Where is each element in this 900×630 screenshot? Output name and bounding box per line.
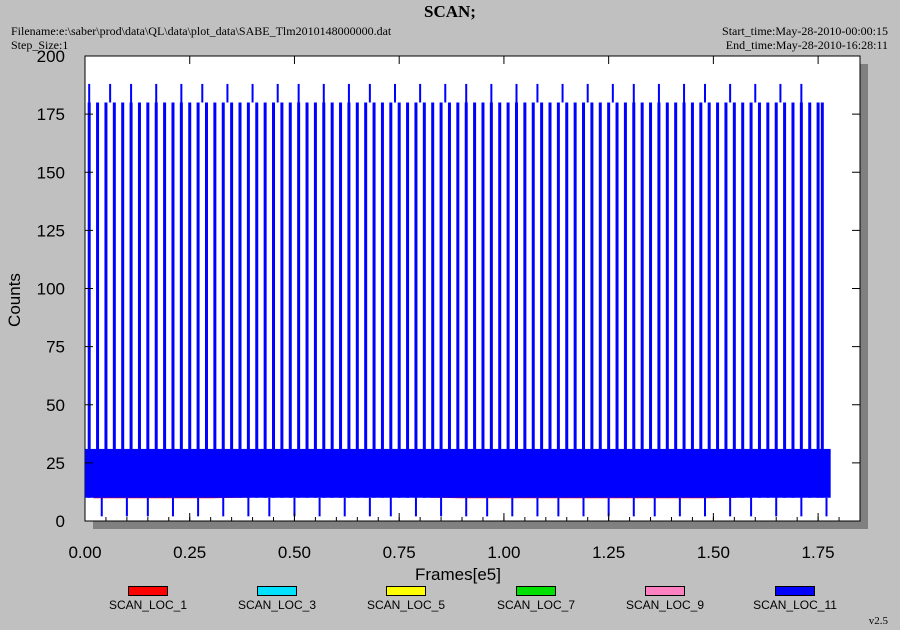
y-axis-label: Counts bbox=[5, 273, 24, 327]
legend-item: SCAN_LOC_11 bbox=[740, 586, 850, 612]
legend-label: SCAN_LOC_7 bbox=[496, 598, 576, 612]
y-tick-label-2: 50 bbox=[46, 396, 65, 415]
y-tick-label-7: 175 bbox=[37, 105, 65, 124]
x-tick-label-3: 0.75 bbox=[383, 543, 416, 562]
y-tick-label-5: 125 bbox=[37, 221, 65, 240]
version-label: v2.5 bbox=[868, 615, 888, 627]
step-size-label: Step_Size:1 bbox=[11, 38, 69, 52]
x-tick-label-6: 1.50 bbox=[697, 543, 730, 562]
y-tick-label-4: 100 bbox=[37, 280, 65, 299]
x-tick-label-7: 1.75 bbox=[802, 543, 835, 562]
legend-label: SCAN_LOC_9 bbox=[625, 598, 705, 612]
filename-label: Filename:e:\saber\prod\data\QL\data\plot… bbox=[11, 24, 392, 38]
x-tick-label-0: 0.00 bbox=[68, 543, 101, 562]
legend-swatch bbox=[775, 586, 815, 596]
legend-item: SCAN_LOC_1 bbox=[93, 586, 203, 612]
x-tick-label-5: 1.25 bbox=[592, 543, 625, 562]
series-line-scan-loc-1 bbox=[93, 494, 819, 499]
x-tick-label-4: 1.00 bbox=[487, 543, 520, 562]
start-time-label: Start_time:May-28-2010-00:00:15 bbox=[722, 24, 888, 38]
y-tick-label-3: 75 bbox=[46, 338, 65, 357]
y-tick-label-0: 0 bbox=[56, 512, 65, 531]
end-time-label: End_time:May-28-2010-16:28:11 bbox=[725, 38, 888, 52]
legend-label: SCAN_LOC_3 bbox=[237, 598, 317, 612]
x-axis-label: Frames[e5] bbox=[415, 565, 501, 584]
legend-item: SCAN_LOC_3 bbox=[222, 586, 332, 612]
data-layer bbox=[85, 83, 831, 517]
legend-swatch bbox=[257, 586, 297, 596]
legend-swatch bbox=[645, 586, 685, 596]
legend-item: SCAN_LOC_9 bbox=[610, 586, 720, 612]
x-tick-label-2: 0.50 bbox=[278, 543, 311, 562]
chart-title: SCAN; bbox=[424, 2, 476, 21]
legend-label: SCAN_LOC_11 bbox=[753, 598, 837, 612]
legend-swatch bbox=[386, 586, 426, 596]
axis-layer: 0 25 50 75 100 125 150 175 200 0.00 0.25 0.50 0.75 1.… bbox=[37, 47, 860, 562]
y-tick-label-6: 150 bbox=[37, 163, 65, 182]
legend-label: SCAN_LOC_1 bbox=[108, 598, 188, 612]
legend-item: SCAN_LOC_7 bbox=[481, 586, 591, 612]
y-tick-label-8: 200 bbox=[37, 47, 65, 66]
legend-swatch bbox=[516, 586, 556, 596]
legend-item: SCAN_LOC_5 bbox=[351, 586, 461, 612]
x-tick-label-1: 0.25 bbox=[173, 543, 206, 562]
y-tick-label-1: 25 bbox=[46, 454, 65, 473]
legend-label: SCAN_LOC_5 bbox=[366, 598, 446, 612]
legend-swatch bbox=[128, 586, 168, 596]
